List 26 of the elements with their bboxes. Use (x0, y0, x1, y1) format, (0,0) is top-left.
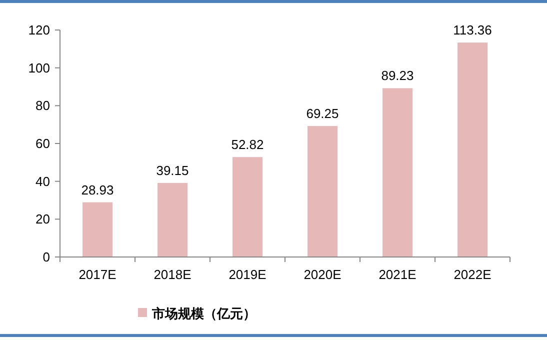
bar (82, 202, 112, 257)
y-tick-label: 80 (36, 98, 50, 114)
data-label: 28.93 (81, 182, 114, 198)
y-tick-label: 120 (28, 22, 50, 38)
x-tick-label: 2017E (78, 267, 117, 282)
bar (382, 88, 412, 257)
bar (458, 42, 488, 257)
y-tick-label: 0 (42, 250, 50, 264)
x-tick-label: 2019E (228, 267, 267, 282)
y-tick-label: 100 (28, 60, 50, 76)
x-tick-label: 2018E (154, 267, 192, 282)
data-label: 113.36 (453, 22, 492, 38)
data-label: 39.15 (156, 162, 189, 178)
x-tick-label: 2022E (454, 267, 492, 282)
y-tick-label: 20 (36, 212, 50, 227)
data-label: 89.23 (381, 68, 414, 84)
y-tick-label: 60 (36, 136, 50, 151)
legend-label: 市场规模（亿元） (151, 306, 256, 321)
x-tick-label: 2021E (378, 267, 417, 282)
bar (308, 126, 338, 257)
x-tick-label: 2020E (304, 267, 342, 282)
y-tick-label: 40 (36, 174, 50, 189)
bar (158, 182, 188, 257)
data-label: 52.82 (231, 137, 264, 152)
bar (232, 157, 262, 257)
data-label: 69.25 (306, 106, 339, 121)
